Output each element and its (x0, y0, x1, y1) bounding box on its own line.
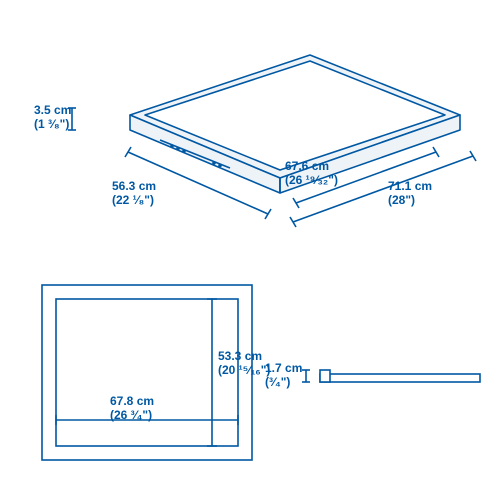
dim-1-7: 1.7 cm (³⁄₄") (265, 362, 302, 390)
side-view-svg (0, 0, 500, 500)
dim-3-5: 3.5 cm (1 ³⁄₈") (34, 104, 71, 132)
dim-67-8: 67.8 cm (26 ³⁄₄") (110, 395, 154, 423)
dim-53-3: 53.3 cm (20 ¹⁵⁄₁₆") (218, 350, 270, 378)
dimension-diagram: 3.5 cm (1 ³⁄₈") 56.3 cm (22 ¹⁄₈") 67.6 c… (0, 0, 500, 500)
dim-67-6: 67.6 cm (26 ¹⁹⁄₃₂") (285, 160, 338, 188)
dim-56-3: 56.3 cm (22 ¹⁄₈") (112, 180, 156, 208)
dim-71-1: 71.1 cm (28") (388, 180, 432, 208)
